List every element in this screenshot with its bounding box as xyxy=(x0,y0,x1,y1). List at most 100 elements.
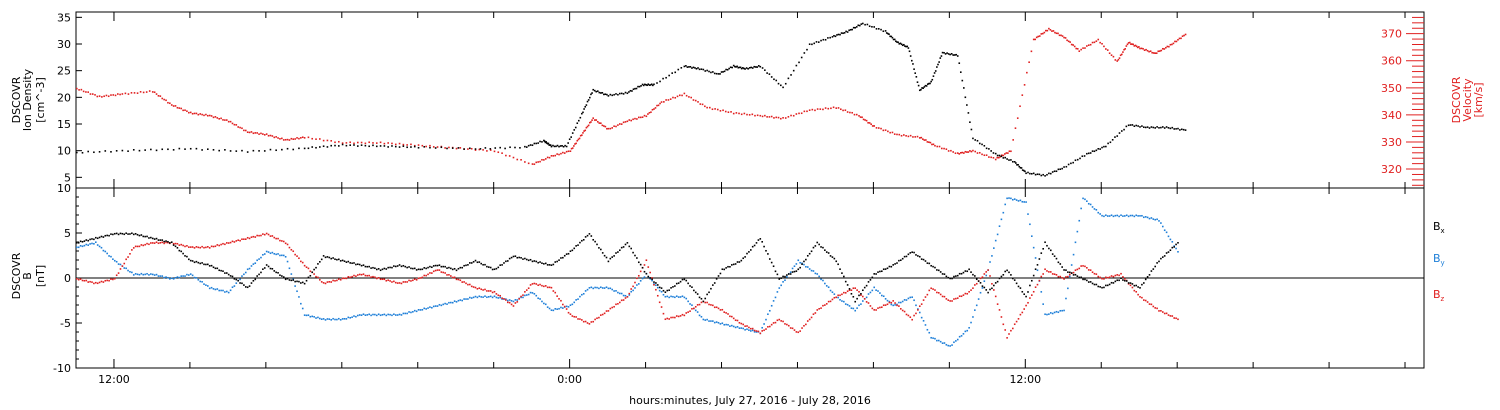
velocity-point xyxy=(792,114,795,117)
velocity-point xyxy=(516,158,519,161)
bx-point xyxy=(436,264,439,267)
bz-point xyxy=(898,305,900,307)
bx-point xyxy=(899,259,902,262)
by-point xyxy=(1146,216,1149,219)
ion-density-point xyxy=(985,147,988,150)
velocity-point xyxy=(639,116,642,119)
ion-density-point xyxy=(1055,170,1058,173)
by-point xyxy=(886,299,889,302)
by-point xyxy=(520,296,522,299)
bx-point xyxy=(1116,279,1119,282)
by-point xyxy=(330,319,333,321)
bz-point xyxy=(338,278,340,280)
velocity-point xyxy=(688,96,690,98)
bx-point xyxy=(112,233,114,236)
ion-density-point xyxy=(915,76,918,78)
velocity-point xyxy=(1124,48,1127,50)
bx-point xyxy=(658,286,661,289)
velocity-point xyxy=(770,115,773,118)
bx-point xyxy=(867,281,870,283)
velocity-point xyxy=(574,143,576,145)
velocity-point xyxy=(459,147,462,149)
ion-density-point xyxy=(545,141,547,143)
top-right-ytick-label-350: 350 xyxy=(1381,82,1402,95)
by-point xyxy=(486,296,488,299)
bz-point xyxy=(668,318,670,320)
by-point xyxy=(273,252,276,255)
ion-density-point xyxy=(479,148,482,150)
velocity-point xyxy=(604,125,607,128)
velocity-point xyxy=(586,125,589,128)
velocity-point xyxy=(167,101,169,104)
by-point xyxy=(918,311,921,314)
by-point xyxy=(689,303,691,305)
velocity-point xyxy=(596,120,599,123)
velocity-point xyxy=(562,151,564,154)
bx-point xyxy=(489,266,492,269)
bx-point xyxy=(833,257,836,260)
bx-point xyxy=(577,244,579,246)
bx-point xyxy=(358,263,361,266)
by-point xyxy=(427,307,429,309)
velocity-point xyxy=(512,156,515,159)
by-point xyxy=(1087,202,1090,205)
velocity-point xyxy=(824,107,827,109)
by-point xyxy=(195,277,198,279)
by-point xyxy=(721,322,724,325)
ion-density-point xyxy=(281,148,283,151)
velocity-point xyxy=(1138,46,1140,48)
bx-point xyxy=(1110,281,1113,284)
by-point xyxy=(539,298,541,300)
ion-density-point xyxy=(286,147,289,150)
by-point xyxy=(1034,257,1037,259)
by-point xyxy=(76,246,78,249)
ion-density-point xyxy=(322,145,325,148)
velocity-point xyxy=(372,142,374,144)
ion-density-point xyxy=(494,147,497,149)
by-point xyxy=(262,254,264,256)
bz-point xyxy=(277,237,279,240)
bx-point xyxy=(263,267,266,269)
ion-density-point xyxy=(1012,160,1014,163)
bz-point xyxy=(1059,275,1062,278)
ion-density-point xyxy=(897,41,899,44)
bx-point xyxy=(590,235,593,237)
velocity-point xyxy=(925,139,927,141)
by-point xyxy=(1057,311,1060,314)
bx-point xyxy=(383,267,386,270)
bz-point xyxy=(453,276,456,279)
by-point xyxy=(292,278,295,280)
velocity-point xyxy=(493,150,496,153)
bx-point xyxy=(188,258,190,261)
ion-density-point xyxy=(451,147,454,149)
velocity-point xyxy=(1119,54,1122,57)
velocity-point xyxy=(444,147,446,149)
ion-density-point xyxy=(138,149,141,152)
ion-density-point xyxy=(691,67,693,69)
bz-point xyxy=(789,327,792,329)
ion-density-point xyxy=(747,68,749,70)
bz-point xyxy=(918,305,921,308)
by-point xyxy=(972,316,974,318)
ion-density-point xyxy=(815,41,818,43)
by-point xyxy=(132,274,135,276)
bz-point xyxy=(279,239,281,242)
ion-density-point xyxy=(583,108,585,110)
bz-point xyxy=(563,305,566,308)
velocity-point xyxy=(188,111,190,114)
velocity-point xyxy=(732,112,735,115)
by-point xyxy=(360,314,363,317)
velocity-point xyxy=(920,136,923,139)
top-right-ytick-label-360: 360 xyxy=(1381,55,1402,68)
by-point xyxy=(797,259,800,262)
ion-density-point xyxy=(779,84,782,87)
ion-density-point xyxy=(567,142,569,144)
bx-point xyxy=(1150,270,1153,272)
by-point xyxy=(907,297,910,300)
ion-density-point xyxy=(978,142,981,145)
velocity-point xyxy=(508,155,511,157)
x-tick-label-1: 0:00 xyxy=(557,373,582,386)
bz-point xyxy=(907,314,910,317)
bx-point xyxy=(782,275,784,278)
ion-density-point xyxy=(798,61,800,64)
